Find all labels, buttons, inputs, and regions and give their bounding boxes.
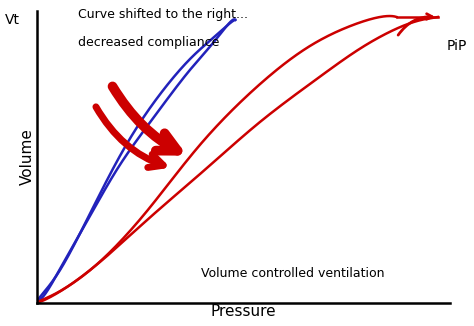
Text: decreased compliance: decreased compliance <box>78 36 219 49</box>
Text: Curve shifted to the right...: Curve shifted to the right... <box>78 8 248 22</box>
Text: PiP: PiP <box>446 39 466 53</box>
Text: Vt: Vt <box>5 13 20 27</box>
Text: Volume controlled ventilation: Volume controlled ventilation <box>201 267 385 280</box>
X-axis label: Pressure: Pressure <box>210 304 276 319</box>
Y-axis label: Volume: Volume <box>20 128 35 185</box>
